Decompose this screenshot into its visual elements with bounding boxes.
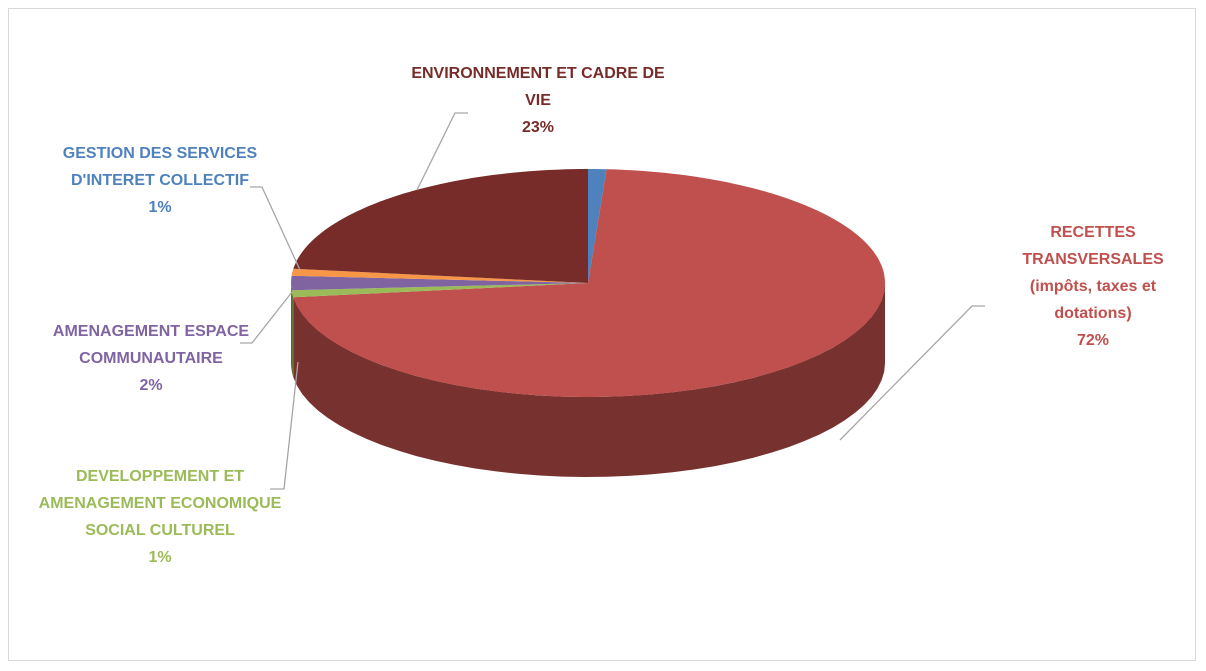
value-label: 72% [1076,332,1110,349]
category-label: ENVIRONNEMENT ET CADRE DE VIE [411,65,665,109]
leader-line [240,291,293,344]
leader-line [839,305,985,441]
slice [588,169,607,283]
slice-side [293,283,885,477]
leader-line [416,112,468,191]
slice [291,268,588,283]
value-label: 1% [148,199,172,216]
value-label: 23% [521,119,555,136]
slice [293,169,885,397]
slice [291,275,588,291]
data-label: GESTION DES SERVICES D'INTERET COLLECTIF… [60,140,260,221]
slice-side [291,283,292,371]
value-label: 1% [148,549,172,566]
category-label: DEVELOPPEMENT ET AMENAGEMENT ECONOMIQUE … [38,468,282,539]
slice [293,169,588,283]
value-label: 2% [139,377,163,394]
data-label: DEVELOPPEMENT ET AMENAGEMENT ECONOMIQUE … [30,463,290,571]
slice-side [291,290,294,378]
slice [291,283,588,298]
leader-line [270,361,299,490]
data-label: AMENAGEMENT ESPACE COMMUNAUTAIRE 2% [30,318,272,399]
leader-line [250,186,301,271]
data-label: ENVIRONNEMENT ET CADRE DE VIE 23% [400,60,676,141]
category-label: AMENAGEMENT ESPACE COMMUNAUTAIRE [52,323,250,367]
chart-frame [8,8,1196,661]
category-label: RECETTES TRANSVERSALES (impôts, taxes et… [1022,224,1164,322]
category-label: GESTION DES SERVICES D'INTERET COLLECTIF [62,145,258,189]
data-label: RECETTES TRANSVERSALES (impôts, taxes et… [990,219,1196,354]
